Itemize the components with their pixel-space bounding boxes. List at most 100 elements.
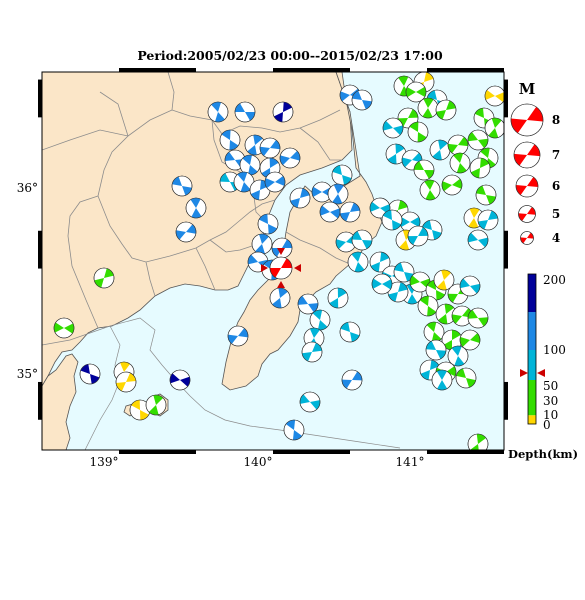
focal-mechanism xyxy=(351,229,373,251)
focal-mechanism xyxy=(339,321,361,343)
focal-mechanism xyxy=(331,164,353,186)
izu-peninsula xyxy=(42,353,79,450)
focal-mechanism xyxy=(115,371,137,393)
focal-mechanism xyxy=(459,275,481,297)
frame-tick-segment xyxy=(273,68,350,72)
focal-mechanism xyxy=(347,251,369,273)
focal-mechanism xyxy=(264,171,286,193)
depth-colorbar-segment xyxy=(528,312,536,350)
focal-mechanism xyxy=(175,221,197,243)
focal-mechanism xyxy=(469,157,491,179)
depth-colorbar-frame xyxy=(527,273,537,425)
depth-colorbar-segment xyxy=(528,415,536,424)
focal-mechanism xyxy=(93,267,115,289)
focal-mechanism xyxy=(467,129,489,151)
depth-tick-30: 30 xyxy=(543,394,558,408)
focal-mechanism xyxy=(351,89,373,111)
focal-mechanism xyxy=(407,225,429,247)
focal-mechanism xyxy=(382,117,404,139)
frame-tick-segment xyxy=(504,79,508,118)
focal-mechanism xyxy=(417,97,439,119)
focal-mechanism xyxy=(171,175,193,197)
focal-mechanism xyxy=(417,295,439,317)
focal-mechanism xyxy=(259,137,281,159)
frame-tick-segment xyxy=(504,230,508,269)
focal-mechanism xyxy=(289,187,311,209)
magnitude-legend-icon xyxy=(515,174,539,198)
focal-mechanism xyxy=(207,101,229,123)
frame-tick-segment xyxy=(119,450,196,454)
depth-tick-200: 200 xyxy=(543,273,566,287)
focal-mechanism xyxy=(441,329,463,351)
focal-mechanism xyxy=(79,363,101,385)
focal-mechanism xyxy=(299,391,321,413)
focal-mechanism xyxy=(335,231,357,253)
focal-mechanism xyxy=(227,325,249,347)
focal-mechanism xyxy=(467,433,489,450)
focal-mechanism xyxy=(393,261,415,283)
frame-tick-segment xyxy=(38,79,42,118)
focal-mechanism xyxy=(272,101,294,123)
magnitude-legend-icon xyxy=(513,141,541,169)
focal-mechanism xyxy=(429,139,451,161)
focal-mechanism xyxy=(371,273,393,295)
focal-mechanism xyxy=(475,184,497,206)
depth-tick-100: 100 xyxy=(543,343,566,357)
magnitude-legend-icon xyxy=(510,103,544,137)
focal-mechanism xyxy=(341,369,363,391)
lon-label-141: 141° xyxy=(396,455,425,469)
frame-tick-segment xyxy=(119,68,196,72)
magnitude-legend-title: M xyxy=(519,80,536,98)
map-title: Period:2005/02/23 00:00--2015/02/23 17:0… xyxy=(137,48,443,63)
focal-mechanism xyxy=(297,293,319,315)
depth-tick-0: 0 xyxy=(543,418,551,432)
magnitude-label-8: 8 xyxy=(552,113,560,127)
depth-colorbar xyxy=(528,274,536,424)
depth-tick-50: 50 xyxy=(543,379,558,393)
magnitude-legend-icon xyxy=(518,205,536,223)
focal-mechanism xyxy=(425,339,447,361)
focal-mechanism xyxy=(145,394,167,416)
focal-mechanism xyxy=(433,269,455,291)
frame-tick-segment xyxy=(38,230,42,269)
focal-mechanism xyxy=(467,307,489,329)
magnitude-label-5: 5 xyxy=(552,207,560,221)
focal-mechanism xyxy=(251,233,273,255)
focal-mechanism xyxy=(419,179,441,201)
depth-colorbar-segment xyxy=(528,380,536,416)
focal-mechanism xyxy=(53,317,75,339)
focal-mechanism xyxy=(339,201,361,223)
focal-mechanism xyxy=(301,341,323,363)
focal-mechanism xyxy=(431,369,453,391)
lon-label-140: 140° xyxy=(244,455,273,469)
focal-mechanism xyxy=(449,152,471,174)
map-frame-ticks xyxy=(38,68,508,454)
magnitude-legend-icons xyxy=(510,103,544,245)
focal-mechanism xyxy=(279,147,301,169)
focal-mechanism xyxy=(234,101,256,123)
focal-mechanism xyxy=(219,129,241,151)
magnitude-label-4: 4 xyxy=(552,231,560,245)
focal-mechanism xyxy=(441,174,463,196)
focal-mechanism xyxy=(459,329,481,351)
lat-label-36: 36° xyxy=(17,181,38,195)
earthquake-markers xyxy=(53,72,504,450)
lon-label-139: 139° xyxy=(90,455,119,469)
magnitude-label-6: 6 xyxy=(552,179,560,193)
focal-mechanism xyxy=(423,321,445,343)
main-event-marker xyxy=(269,256,293,280)
focal-mechanism xyxy=(477,209,499,231)
focal-mechanism xyxy=(169,369,191,391)
focal-mechanism xyxy=(283,419,305,441)
focal-mechanism xyxy=(233,171,255,193)
frame-tick-segment xyxy=(273,450,350,454)
depth-scale-label: Depth(km) xyxy=(508,447,578,461)
focal-mechanism xyxy=(311,181,333,203)
focal-mechanism xyxy=(327,183,349,205)
magnitude-label-7: 7 xyxy=(552,148,560,162)
focal-mechanism xyxy=(239,154,261,176)
depth-colorbar-segment xyxy=(528,274,536,312)
focal-mechanism xyxy=(413,159,435,181)
focal-mechanism xyxy=(369,251,391,273)
